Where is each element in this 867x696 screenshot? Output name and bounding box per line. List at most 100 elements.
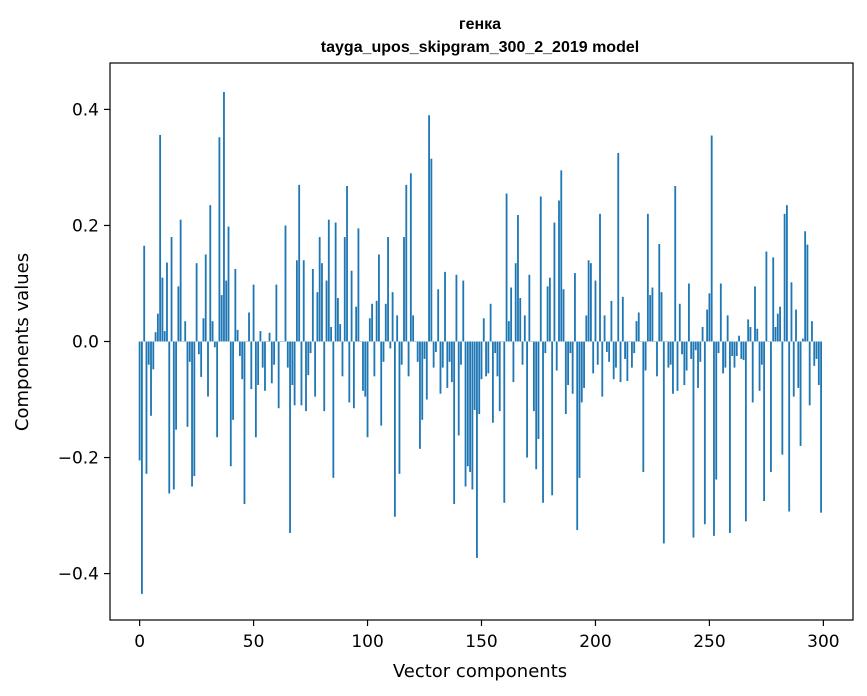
bar xyxy=(430,158,433,342)
bar xyxy=(378,254,380,342)
bar xyxy=(624,341,626,359)
bar xyxy=(188,341,191,362)
bar xyxy=(785,205,788,342)
bar xyxy=(200,341,203,377)
bar xyxy=(763,341,766,502)
bar xyxy=(387,237,389,342)
bar xyxy=(644,341,647,371)
bar xyxy=(792,341,795,397)
bar xyxy=(318,237,321,342)
bar xyxy=(309,341,312,354)
bar xyxy=(603,315,606,342)
bar xyxy=(147,341,150,365)
bar xyxy=(749,326,752,342)
bar xyxy=(291,341,294,386)
bar xyxy=(364,341,367,397)
bar xyxy=(264,341,266,391)
bar xyxy=(398,341,401,474)
bar xyxy=(594,280,597,342)
bar xyxy=(227,226,230,342)
bar xyxy=(685,341,688,371)
bar xyxy=(612,341,615,380)
x-axis-label: Vector components xyxy=(393,661,567,682)
bar xyxy=(548,277,551,342)
bar xyxy=(435,341,437,352)
bar xyxy=(225,280,228,342)
bar xyxy=(252,284,255,342)
bar xyxy=(722,341,724,374)
bar xyxy=(323,341,326,412)
bar xyxy=(138,341,141,461)
bar xyxy=(150,341,152,416)
bar xyxy=(692,341,695,538)
bar xyxy=(259,331,262,342)
bar xyxy=(537,341,540,439)
bar xyxy=(425,341,428,400)
bar xyxy=(366,341,369,438)
bar xyxy=(316,292,319,342)
bar xyxy=(220,295,223,342)
x-tick-label: 0 xyxy=(134,632,145,652)
bar xyxy=(337,297,339,342)
bar xyxy=(517,215,519,342)
bar xyxy=(166,262,168,342)
x-tick-label: 250 xyxy=(693,632,725,652)
bar xyxy=(496,341,499,377)
bar xyxy=(783,213,786,342)
bar xyxy=(633,341,636,354)
bar xyxy=(533,341,535,412)
bar xyxy=(268,332,271,342)
bar xyxy=(512,341,515,383)
bar xyxy=(473,341,476,410)
bar xyxy=(580,341,583,403)
bar xyxy=(407,341,410,377)
bar xyxy=(697,341,699,388)
bar xyxy=(478,341,481,415)
bar xyxy=(804,231,807,342)
bar xyxy=(373,341,376,377)
bar xyxy=(209,205,212,342)
bar xyxy=(619,341,622,383)
bar xyxy=(808,341,811,406)
bar xyxy=(444,271,446,342)
bar xyxy=(248,312,250,342)
bar xyxy=(229,341,232,467)
bar xyxy=(391,292,394,342)
bar xyxy=(216,341,219,438)
bar xyxy=(163,331,166,342)
bar xyxy=(631,341,633,368)
bar xyxy=(703,341,706,525)
bar xyxy=(747,319,750,342)
bar xyxy=(289,341,291,533)
bar xyxy=(295,260,298,342)
bar xyxy=(325,280,328,342)
bar xyxy=(298,184,301,342)
y-tick-label: 0.4 xyxy=(72,100,99,120)
bar xyxy=(257,341,260,386)
bar xyxy=(706,309,709,342)
bar xyxy=(409,173,412,342)
bar xyxy=(507,321,510,342)
bar xyxy=(250,341,253,390)
bar xyxy=(615,341,617,368)
bar xyxy=(585,315,588,342)
bar xyxy=(596,341,599,365)
bar xyxy=(382,341,385,362)
bar xyxy=(790,282,793,342)
bar xyxy=(758,341,761,391)
bar xyxy=(405,184,408,342)
bar xyxy=(608,341,611,362)
bar xyxy=(321,263,323,342)
bar xyxy=(453,341,456,504)
bar xyxy=(578,341,581,478)
bar xyxy=(795,309,797,342)
bar xyxy=(779,306,781,342)
bar xyxy=(311,268,314,342)
bar xyxy=(576,341,579,531)
bar xyxy=(521,341,524,365)
bar xyxy=(589,263,592,342)
bar xyxy=(503,341,506,503)
bar xyxy=(412,315,415,342)
bar xyxy=(571,341,574,394)
bar xyxy=(368,318,371,342)
